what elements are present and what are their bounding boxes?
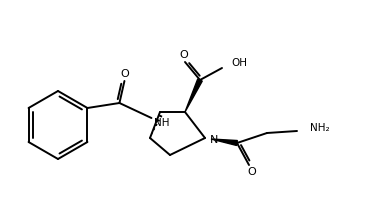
Polygon shape (211, 139, 238, 146)
Text: N: N (210, 135, 219, 145)
Polygon shape (185, 79, 202, 112)
Text: NH: NH (154, 118, 170, 128)
Text: NH₂: NH₂ (310, 123, 330, 133)
Text: O: O (248, 167, 256, 177)
Text: OH: OH (231, 58, 247, 68)
Text: O: O (120, 69, 129, 79)
Text: O: O (180, 50, 188, 60)
